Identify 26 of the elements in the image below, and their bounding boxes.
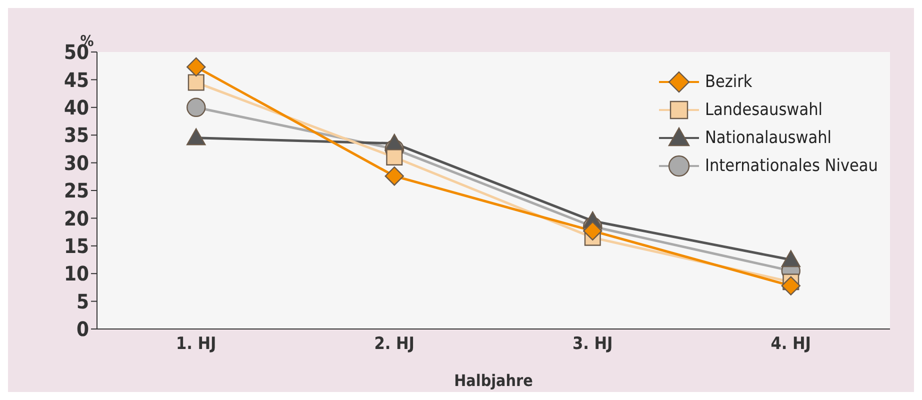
x-axis-title: Halbjahre xyxy=(454,371,534,390)
y-tick-label: 25 xyxy=(64,178,89,203)
x-tick-label: 1. HJ xyxy=(176,334,216,354)
point xyxy=(186,57,206,77)
y-tick-label: 15 xyxy=(64,234,89,258)
point xyxy=(188,74,204,91)
x-tick-label: 4. HJ xyxy=(770,334,812,354)
point xyxy=(781,276,800,296)
y-tick-label: 40 xyxy=(64,96,89,120)
y-tick-label: 30 xyxy=(64,150,89,175)
point xyxy=(186,98,206,117)
y-tick-label: 20 xyxy=(64,206,89,230)
point xyxy=(781,250,800,268)
x-tick-label: 2. HJ xyxy=(374,334,415,354)
y-tick-label: 45 xyxy=(64,68,89,92)
y-tick-label: 35 xyxy=(64,123,89,148)
y-tick-label: 0 xyxy=(76,317,89,342)
y-tick-label: 5 xyxy=(76,289,89,314)
legend-label: Internationales Niveau xyxy=(704,155,878,178)
point xyxy=(186,128,206,146)
y-tick-label: 10 xyxy=(64,262,89,286)
x-tick-label: 3. HJ xyxy=(572,334,613,354)
legend-label: Landesauswahl xyxy=(704,99,823,122)
legend-label: Nationalauswahl xyxy=(704,127,832,150)
point xyxy=(384,166,404,186)
legend-label: Bezirk xyxy=(704,71,752,94)
